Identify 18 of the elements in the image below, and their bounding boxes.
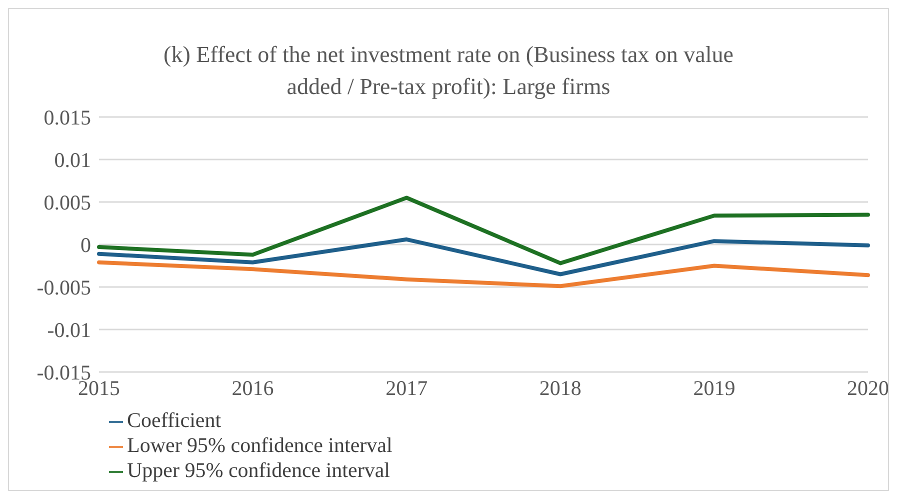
x-tick-label: 2016 xyxy=(232,376,274,400)
y-tick-label: -0.005 xyxy=(36,275,91,300)
y-tick-label: 0.005 xyxy=(44,190,91,214)
line-series xyxy=(97,260,870,288)
line-series xyxy=(97,237,870,276)
chart-title: (k) Effect of the net investment rate on (Business tax on value added / Pre-tax profit): Large firms xyxy=(162,41,734,101)
x-tick-label: 2020 xyxy=(847,376,889,400)
y-tick-label: -0.01 xyxy=(47,318,91,342)
line-series xyxy=(97,196,870,266)
x-tick-label: 2017 xyxy=(386,376,428,400)
legend-label: Coefficient xyxy=(127,408,222,432)
legend-label: Upper 95% confidence interval xyxy=(127,458,390,482)
legend-label: Lower 95% confidence interval xyxy=(127,433,392,457)
y-tick-label: 0.01 xyxy=(54,148,91,172)
y-tick-label: 0 xyxy=(80,232,91,257)
x-tick-label: 2018 xyxy=(539,376,582,400)
y-tick-label: 0.015 xyxy=(44,105,91,130)
x-tick-label: 2019 xyxy=(693,376,736,400)
